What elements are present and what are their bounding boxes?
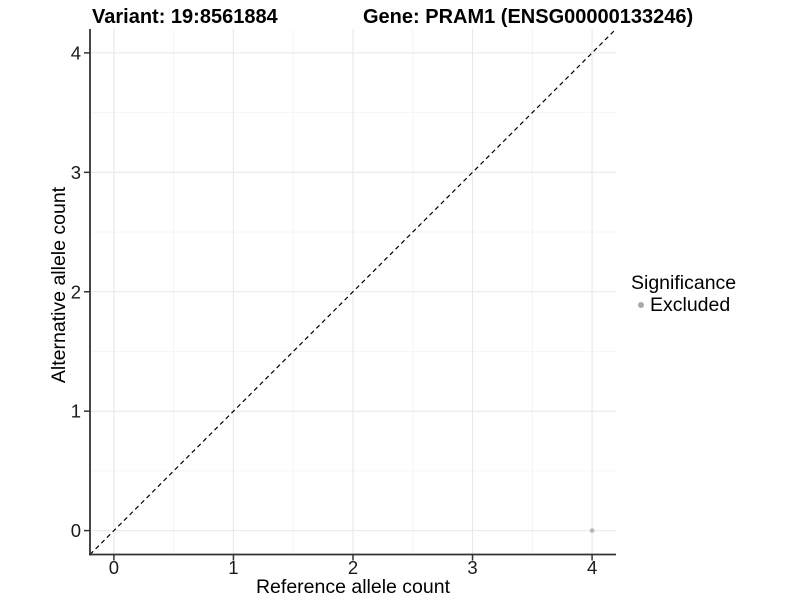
- y-tick-label: 2: [71, 281, 81, 302]
- x-tick-label: 2: [348, 557, 358, 578]
- y-tick-label: 4: [71, 42, 81, 63]
- legend: Significance Excluded: [631, 272, 737, 316]
- legend-key-dot-icon: [638, 302, 644, 308]
- plot-title-variant: Variant: 19:8561884: [92, 6, 278, 28]
- x-tick-label: 3: [467, 557, 477, 578]
- identity-line: [89, 28, 617, 555]
- y-tick-label: 1: [71, 401, 81, 422]
- y-axis-title: Alternative allele count: [48, 186, 70, 384]
- x-tick-label: 1: [228, 557, 238, 578]
- y-tick-label: 3: [71, 162, 81, 183]
- y-tick-label: 0: [71, 520, 81, 541]
- x-tick-label: 4: [587, 557, 597, 578]
- legend-item-label: Excluded: [650, 294, 731, 316]
- legend-item-excluded: Excluded: [631, 295, 736, 315]
- data-point: [589, 528, 595, 534]
- legend-title: Significance: [631, 272, 737, 294]
- x-axis-title: Reference allele count: [255, 576, 451, 598]
- x-tick-label: 0: [109, 557, 119, 578]
- plot-title-gene: Gene: PRAM1 (ENSG00000133246): [363, 6, 694, 28]
